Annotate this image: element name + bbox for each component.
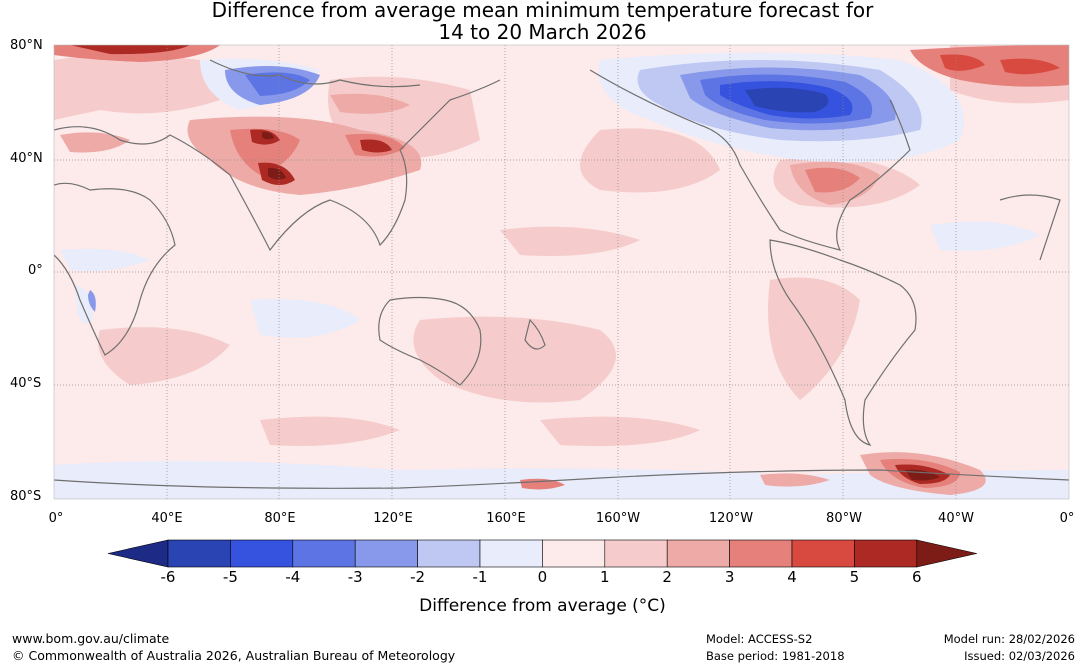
chart-title-line2: 14 to 20 March 2026 [438,20,647,44]
colorbar-swatch [479,539,543,568]
colorbar-swatch [292,539,356,568]
lon-label-120w: 120°W [708,511,754,526]
colorbar-tick-label: 1 [600,568,610,586]
colorbar-tick-label: -3 [347,568,363,586]
colorbar-swatch [230,539,294,568]
colorbar-swatch [666,539,730,568]
cold-anomaly-north-america [637,60,922,142]
colorbar-tick-label: 3 [724,568,735,586]
footer-website[interactable]: www.bom.gov.au/climate [12,631,170,646]
colorbar-swatch [604,539,668,568]
colorbar-extend-low [107,539,169,568]
footer-base-period: Base period: 1981-2018 [706,649,845,663]
cold-anomaly-siberia [88,66,326,312]
footer-source: www.bom.gov.au/climate © Commonwealth of… [12,630,455,664]
colorbar-tick-label: -6 [160,568,176,586]
colorbar-tick-label: 6 [912,568,922,586]
colorbar-tick-label: -4 [285,568,301,586]
lat-label-40n: 40°N [10,151,43,166]
lon-label-120e: 120°E [373,511,413,526]
graticule [54,45,1069,499]
lon-label-0-west: 0° [48,511,64,526]
lat-label-80s: 80°S [10,489,42,504]
colorbar-swatch [167,539,231,568]
colorbar-swatch [729,539,793,568]
colorbar-tick-label: -1 [472,568,488,586]
footer-issued: Issued: 02/03/2026 [964,649,1075,663]
lat-label-0: 0° [28,263,43,278]
colorbar-swatch [542,539,606,568]
colorbar-tick-label: 2 [662,568,672,586]
colorbar-tick-label: 5 [849,568,860,586]
colorbar-swatch [417,539,481,568]
colorbar-tick-label: 4 [787,568,797,586]
footer-model-run: Model run: 28/02/2026 [943,632,1075,646]
colorbar-tick-label: -2 [410,568,426,586]
chart-title-line1: Difference from average mean minimum tem… [211,0,874,22]
coastlines [54,59,1069,489]
footer-model: Model: ACCESS-S2 [706,632,813,646]
lat-label-40s: 40°S [10,376,42,391]
colorbar-swatch [791,539,855,568]
colorbar-extend-high [916,539,977,568]
colorbar-swatch [854,539,918,568]
map-frame [53,44,1070,500]
warm-anomaly-antarctic-peninsula [520,452,986,495]
lon-label-40w: 40°W [938,511,974,526]
lon-label-160e: 160°E [486,511,526,526]
lon-label-80e: 80°E [264,511,296,526]
warm-anomaly-arctic [54,45,1069,87]
colorbar-swatch [354,539,418,568]
temperature-anomaly-map [53,44,1070,500]
footer-dates: Model run: 28/02/2026 Issued: 02/03/2026 [944,631,1075,665]
colorbar-label: Difference from average (°C) [419,596,666,616]
lon-label-40e: 40°E [151,511,183,526]
lon-label-160w: 160°W [595,511,641,526]
footer-copyright: © Commonwealth of Australia 2026, Austra… [12,648,456,663]
warm-anomaly-asia [60,93,422,195]
lon-label-80w: 80°W [826,511,862,526]
colorbar-tick-label: 0 [537,568,548,586]
footer-model-info: Model: ACCESS-S2 Base period: 1981-2018 [706,631,845,665]
colorbar-tick-label: -5 [222,568,238,586]
lon-label-0-east: 0° [1059,511,1075,526]
lat-label-80n: 80°N [10,38,43,53]
